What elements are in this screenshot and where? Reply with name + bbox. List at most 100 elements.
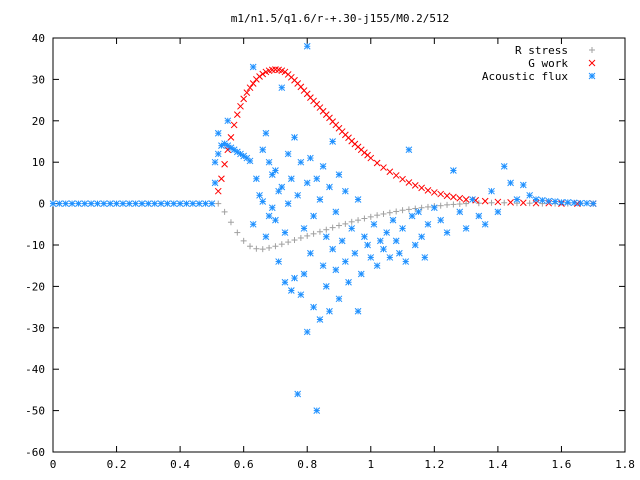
data-point <box>176 200 184 207</box>
data-point <box>386 209 393 216</box>
data-point <box>386 254 394 261</box>
data-point <box>380 245 387 253</box>
y-tick-label: -10 <box>25 239 45 252</box>
data-point <box>402 258 410 265</box>
data-point <box>332 266 340 274</box>
data-point <box>297 234 304 241</box>
data-point <box>300 225 308 232</box>
data-point <box>589 200 597 207</box>
data-point <box>338 237 346 245</box>
data-point <box>437 202 444 209</box>
y-axis: -60 -50 -40 -30 -20 -10 0 10 20 30 40 <box>25 32 625 459</box>
data-point <box>313 175 321 183</box>
data-point <box>348 225 356 232</box>
y-tick-label: -60 <box>25 446 45 459</box>
legend-marker <box>588 59 596 67</box>
data-point <box>144 200 152 207</box>
data-point <box>450 201 457 208</box>
data-point <box>354 196 362 203</box>
data-point <box>132 200 139 207</box>
data-point <box>234 229 241 236</box>
chart-title: m1/n1.5/q1.6/r-+.30-j155/M0.2/512 <box>231 12 450 25</box>
data-point <box>411 241 419 249</box>
data-point <box>310 230 317 237</box>
data-point <box>214 129 222 137</box>
data-point <box>157 200 165 207</box>
data-point <box>303 328 311 336</box>
data-point <box>488 187 495 195</box>
data-point <box>443 229 451 236</box>
legend-label: R stress <box>515 44 568 57</box>
data-point <box>202 200 209 207</box>
data-point <box>307 249 314 257</box>
x-tick-label: 0.4 <box>170 458 190 471</box>
data-point <box>256 191 263 199</box>
data-point <box>125 200 133 207</box>
data-point <box>399 207 406 214</box>
data-point <box>237 102 244 110</box>
data-point <box>272 216 279 224</box>
data-point <box>218 142 225 149</box>
data-point <box>437 216 445 224</box>
data-point <box>300 270 308 278</box>
data-point <box>259 198 267 205</box>
data-point <box>310 212 317 220</box>
data-point <box>287 287 295 294</box>
data-point <box>249 80 257 87</box>
data-point <box>49 200 57 207</box>
data-point <box>272 243 279 250</box>
data-point <box>262 129 270 137</box>
data-point <box>278 241 285 248</box>
data-point <box>348 218 355 225</box>
data-point <box>462 196 470 203</box>
data-point <box>430 204 438 212</box>
data-point <box>421 254 429 261</box>
data-point <box>386 168 394 176</box>
series-layer <box>49 42 597 414</box>
x-tick-label: 1.8 <box>615 458 635 471</box>
data-point <box>214 150 222 158</box>
data-point <box>281 229 289 236</box>
data-point <box>355 217 362 224</box>
data-point <box>570 199 578 207</box>
data-point <box>303 42 311 50</box>
legend-label: G work <box>528 57 568 70</box>
data-point <box>364 241 371 249</box>
data-point <box>278 183 286 191</box>
data-point <box>342 258 349 265</box>
data-point <box>501 199 508 206</box>
data-point <box>259 70 267 78</box>
data-point <box>151 200 159 207</box>
data-point <box>221 160 228 168</box>
data-point <box>68 200 76 207</box>
data-point <box>399 225 406 232</box>
x-tick-label: 0.6 <box>234 458 254 471</box>
data-point <box>488 199 495 206</box>
data-point <box>392 237 400 245</box>
data-point <box>519 181 527 189</box>
data-point <box>411 182 419 189</box>
data-point <box>526 191 534 199</box>
data-point <box>336 222 342 229</box>
data-point <box>389 216 397 224</box>
data-point <box>392 172 400 179</box>
x-tick-label: 0 <box>50 458 57 471</box>
data-point <box>405 179 413 186</box>
data-point <box>249 220 257 228</box>
data-point <box>243 89 251 97</box>
data-point <box>81 200 89 207</box>
data-point <box>113 200 120 207</box>
data-point <box>246 157 254 165</box>
data-point <box>278 84 286 92</box>
data-point <box>494 208 502 216</box>
data-point <box>265 212 273 220</box>
data-point <box>304 232 311 239</box>
data-point <box>357 270 365 278</box>
data-point <box>418 233 425 241</box>
y-tick-label: 10 <box>32 156 45 169</box>
data-point <box>335 295 343 303</box>
data-point <box>287 175 295 183</box>
data-point <box>249 63 257 71</box>
data-point <box>316 228 323 235</box>
data-point <box>284 200 292 207</box>
